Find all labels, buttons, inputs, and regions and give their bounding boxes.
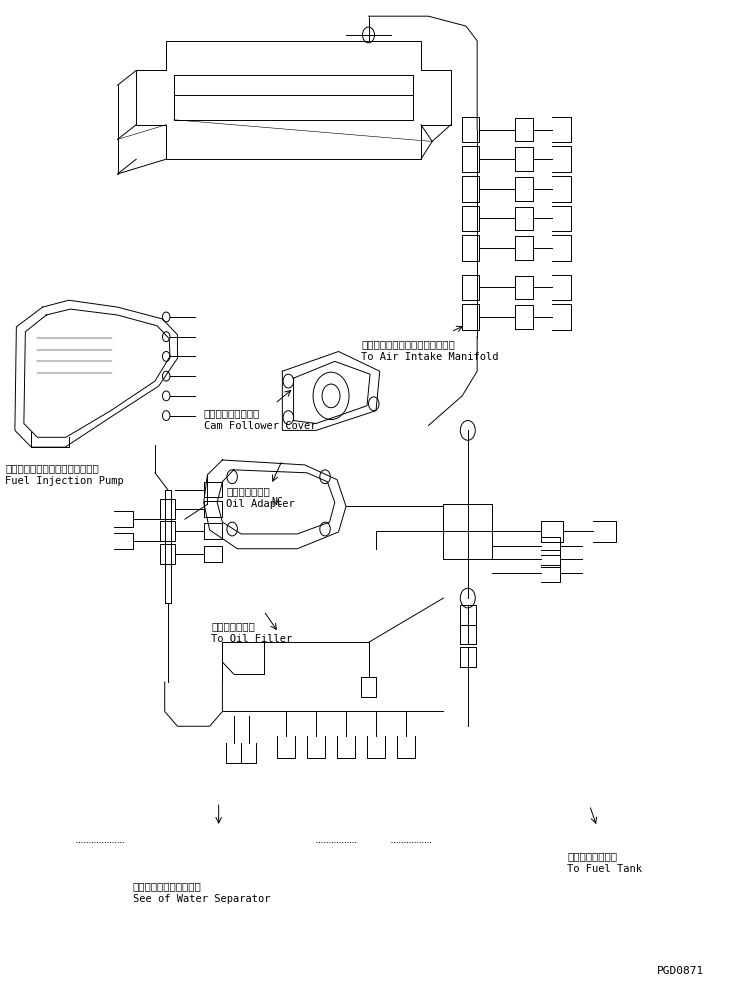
Text: オイルアダプタ: オイルアダプタ [226,487,270,496]
Text: Oil Adapter: Oil Adapter [226,499,295,509]
Bar [462,176,478,202]
Bar [160,499,175,519]
Bar [462,235,478,261]
Bar [462,275,478,301]
Text: フェエルインジェクションポンプ: フェエルインジェクションポンプ [5,463,99,473]
Text: To Air Intake Manifold: To Air Intake Manifold [361,352,499,363]
Bar [160,521,175,541]
Text: Cam Follower Cover: Cam Follower Cover [204,420,316,430]
Bar [462,206,478,231]
Bar [160,544,175,564]
Text: エアーインテークマニホールドヘ: エアーインテークマニホールドヘ [361,339,455,350]
Text: ウォータセパレータ参照: ウォータセパレータ参照 [132,881,202,891]
Text: PGD0871: PGD0871 [657,966,704,976]
Text: Fuel Injection Pump: Fuel Injection Pump [5,476,124,486]
Bar [444,504,492,559]
Bar [462,117,478,142]
Text: フェエルタンクヘ: フェエルタンクヘ [567,852,617,861]
Bar [462,305,478,329]
Text: NC: NC [271,497,283,507]
Text: To Fuel Tank: To Fuel Tank [567,864,642,874]
Text: See of Water Separator: See of Water Separator [132,894,270,904]
Text: カムフォロワカバー: カムフォロワカバー [204,407,260,417]
Text: オイルフィラヘ: オイルフィラヘ [211,621,255,631]
Bar [462,146,478,172]
Text: To Oil Filler: To Oil Filler [211,634,293,644]
